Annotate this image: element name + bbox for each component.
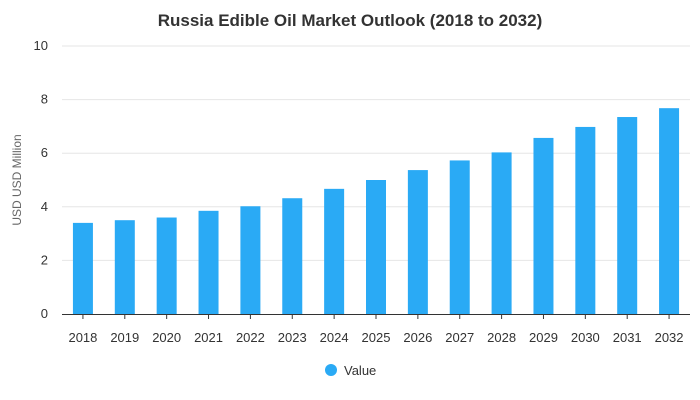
bar[interactable] bbox=[156, 217, 177, 314]
y-tick-label: 4 bbox=[41, 199, 48, 214]
x-tick-label: 2030 bbox=[571, 330, 600, 345]
x-tick-label: 2018 bbox=[68, 330, 97, 345]
y-tick-label: 8 bbox=[41, 92, 48, 107]
x-tick-label: 2027 bbox=[445, 330, 474, 345]
bar[interactable] bbox=[198, 210, 219, 314]
legend-swatch bbox=[325, 364, 337, 376]
bar[interactable] bbox=[324, 188, 345, 314]
x-tick-label: 2026 bbox=[403, 330, 432, 345]
y-axis-ticks: 0 2 4 6 8 10 bbox=[34, 38, 48, 321]
bar[interactable] bbox=[533, 137, 554, 314]
legend[interactable]: Value bbox=[325, 363, 376, 378]
x-tick-label: 2019 bbox=[110, 330, 139, 345]
y-tick-label: 0 bbox=[41, 306, 48, 321]
bar[interactable] bbox=[72, 222, 93, 314]
x-tick-label: 2032 bbox=[655, 330, 684, 345]
x-tick-label: 2024 bbox=[320, 330, 349, 345]
x-tick-label: 2023 bbox=[278, 330, 307, 345]
bar[interactable] bbox=[449, 160, 470, 314]
legend-label: Value bbox=[344, 363, 376, 378]
y-tick-label: 10 bbox=[34, 38, 48, 53]
bar[interactable] bbox=[491, 152, 512, 314]
bar[interactable] bbox=[282, 198, 303, 314]
y-tick-label: 2 bbox=[41, 252, 48, 267]
bar[interactable] bbox=[366, 180, 386, 314]
bar[interactable] bbox=[407, 170, 428, 314]
x-tick-label: 2029 bbox=[529, 330, 558, 345]
x-tick-label: 2025 bbox=[362, 330, 391, 345]
bar[interactable] bbox=[617, 117, 638, 315]
bars bbox=[72, 108, 680, 315]
x-tick-label: 2028 bbox=[487, 330, 516, 345]
x-tick-label: 2021 bbox=[194, 330, 223, 345]
bar[interactable] bbox=[240, 206, 261, 314]
bar[interactable] bbox=[114, 220, 135, 314]
x-axis-ticks: 2018 2019 2020 2021 2022 2023 2024 2025 2026 2027… bbox=[68, 314, 684, 345]
y-axis-title: USD USD Million bbox=[10, 134, 24, 225]
x-tick-label: 2020 bbox=[152, 330, 181, 345]
bar[interactable] bbox=[575, 126, 596, 314]
x-tick-label: 2031 bbox=[613, 330, 642, 345]
x-tick-label: 2022 bbox=[236, 330, 265, 345]
y-tick-label: 6 bbox=[41, 145, 48, 160]
bar[interactable] bbox=[659, 108, 680, 315]
chart-title: Russia Edible Oil Market Outlook (2018 t… bbox=[158, 11, 543, 30]
